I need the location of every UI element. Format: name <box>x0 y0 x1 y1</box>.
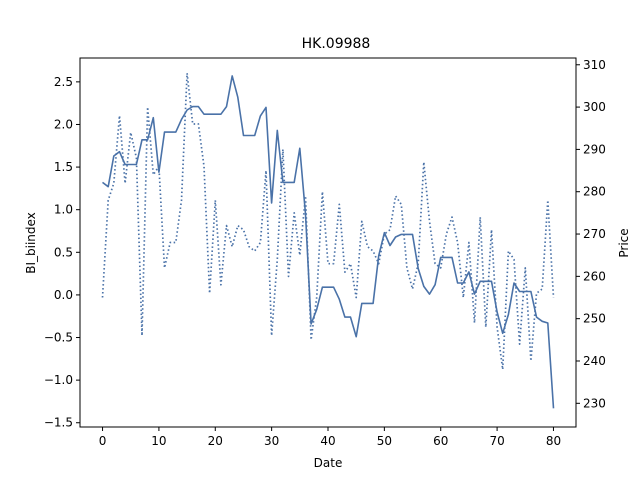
x-tick-label: 40 <box>320 434 335 448</box>
left-tick-label: 0.0 <box>54 288 73 302</box>
right-tick-label: 290 <box>583 142 606 156</box>
chart-title: HK.09988 <box>302 36 371 52</box>
left-tick-label: 0.5 <box>54 245 73 259</box>
right-tick-label: 250 <box>583 312 606 326</box>
x-tick-label: 10 <box>151 434 166 448</box>
x-tick-label: 60 <box>433 434 448 448</box>
left-y-axis-label: BI_biindex <box>24 212 38 274</box>
right-tick-label: 260 <box>583 269 606 283</box>
x-tick-label: 50 <box>377 434 392 448</box>
x-axis-label: Date <box>314 456 343 470</box>
left-tick-label: 1.0 <box>54 203 73 217</box>
right-tick-label: 230 <box>583 396 606 410</box>
series-line-price <box>101 72 555 371</box>
x-tick-label: 0 <box>99 434 107 448</box>
right-tick-label: 240 <box>583 354 606 368</box>
plot-area <box>101 72 555 409</box>
left-tick-label: 2.0 <box>54 117 73 131</box>
right-tick-label: 300 <box>583 100 606 114</box>
series-line-bi-biindex <box>102 75 555 409</box>
x-tick-label: 70 <box>489 434 504 448</box>
left-tick-label: 2.5 <box>54 75 73 89</box>
right-axis: 230 240 250 260 270 280 290 300 310 <box>576 58 606 410</box>
x-tick-label: 80 <box>546 434 561 448</box>
left-tick-label: −1.0 <box>44 373 73 387</box>
left-tick-label: −1.5 <box>44 416 73 430</box>
right-tick-label: 270 <box>583 227 606 241</box>
x-axis: 0 10 20 30 40 50 60 70 80 <box>99 427 561 448</box>
x-tick-label: 20 <box>208 434 223 448</box>
right-tick-label: 310 <box>583 58 606 72</box>
left-tick-label: 1.5 <box>54 160 73 174</box>
left-axis: −1.5 −1.0 −0.5 0.0 0.5 1.0 1.5 2.0 2.5 <box>44 75 80 430</box>
left-tick-label: −0.5 <box>44 331 73 345</box>
x-tick-label: 30 <box>264 434 279 448</box>
right-tick-label: 280 <box>583 185 606 199</box>
right-y-axis-label: Price <box>617 228 631 257</box>
